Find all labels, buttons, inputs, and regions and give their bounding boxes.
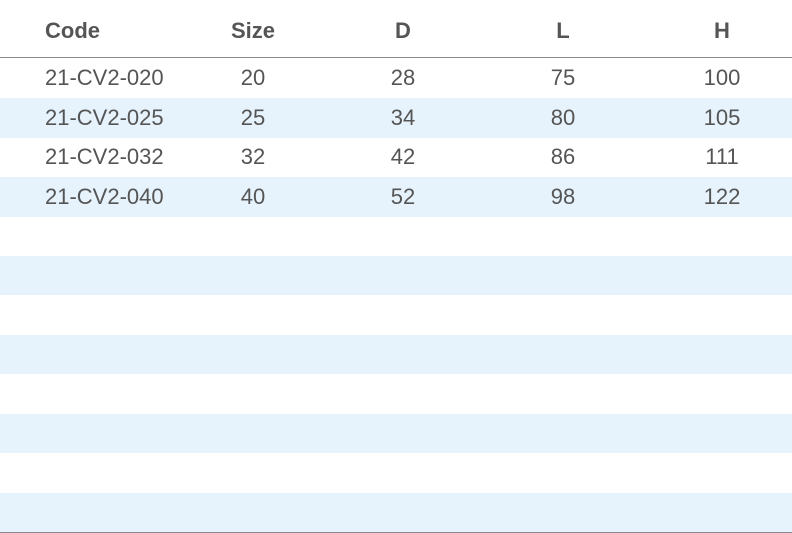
table-cell: 40 xyxy=(240,184,266,209)
table-row: 21-CV2-032 32 42 86 111 xyxy=(0,137,792,177)
table-cell: 21-CV2-020 xyxy=(45,65,164,90)
table-row: 21-CV2-025 25 34 80 105 xyxy=(0,98,792,138)
table-cell: 105 xyxy=(703,105,741,130)
table-cell: 32 xyxy=(240,144,266,169)
empty-row xyxy=(0,453,792,493)
header-row: Code Size D L H xyxy=(0,0,792,58)
table-cell: 111 xyxy=(705,144,739,169)
empty-row xyxy=(0,414,792,453)
table-cell: 86 xyxy=(550,144,576,169)
empty-row xyxy=(0,216,792,256)
table-row: 21-CV2-040 40 52 98 122 xyxy=(0,177,792,217)
table-cell: 100 xyxy=(703,65,741,90)
table-cell: 122 xyxy=(703,184,741,209)
table-cell: 21-CV2-040 xyxy=(45,184,164,209)
header-rule xyxy=(0,57,792,58)
table-cell: 34 xyxy=(390,105,416,130)
header-cell: Size xyxy=(230,18,276,43)
table-cell: 21-CV2-025 xyxy=(45,105,164,130)
header-cell: H xyxy=(714,18,730,43)
empty-row xyxy=(0,493,792,532)
table-cell: 75 xyxy=(550,65,576,90)
header-cell: L xyxy=(556,18,570,43)
header-cell: D xyxy=(395,18,411,43)
table-cell: 98 xyxy=(550,184,576,209)
empty-row xyxy=(0,295,792,335)
table-cell: 20 xyxy=(240,65,266,90)
table-cell: 80 xyxy=(550,105,576,130)
table-cell: 28 xyxy=(390,65,416,90)
empty-row xyxy=(0,335,792,374)
empty-row xyxy=(0,374,792,414)
header-cell: Code xyxy=(45,18,100,43)
table-row: 21-CV2-020 20 28 75 100 xyxy=(0,58,792,98)
table-cell: 21-CV2-032 xyxy=(45,144,164,169)
empty-row xyxy=(0,256,792,295)
table-cell: 52 xyxy=(390,184,416,209)
table-cell: 25 xyxy=(240,105,266,130)
table-cell: 42 xyxy=(390,144,416,169)
